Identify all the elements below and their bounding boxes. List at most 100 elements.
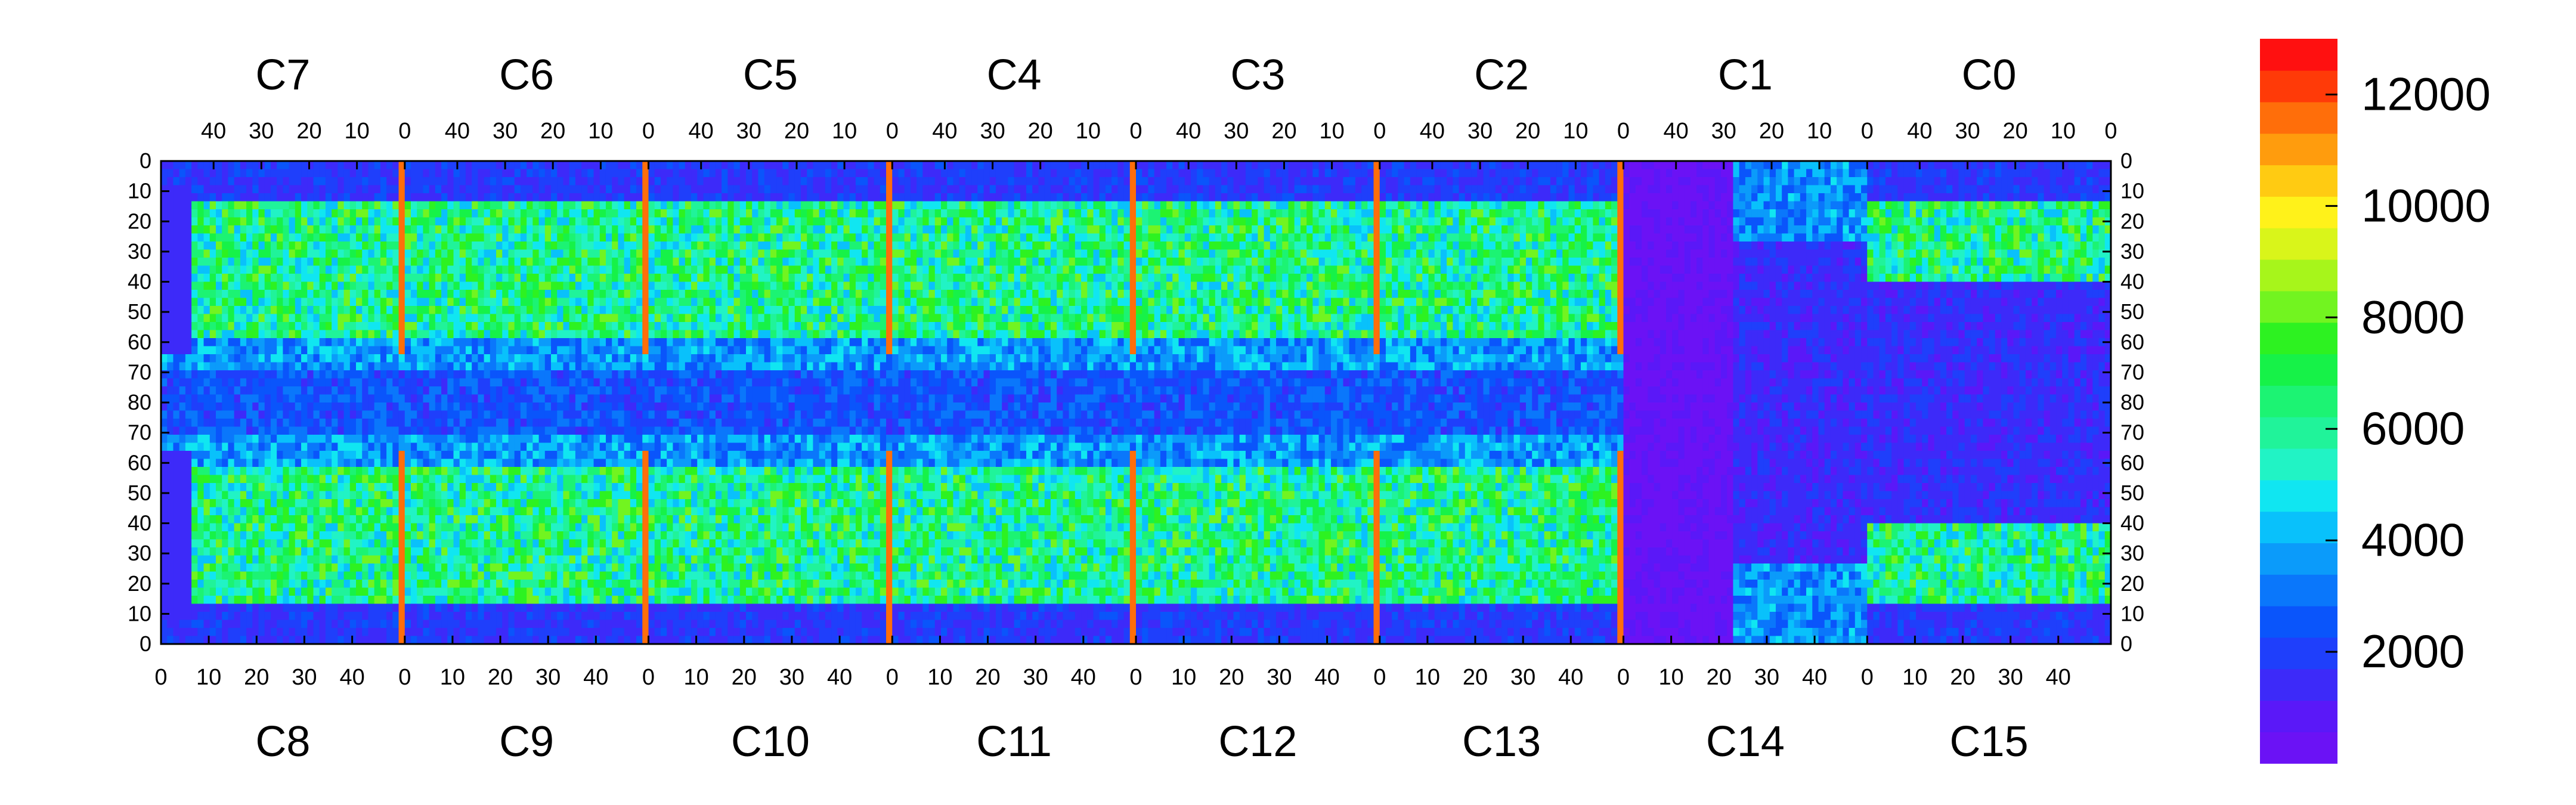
heatmap-cell bbox=[1599, 265, 1606, 274]
heatmap-cell bbox=[1568, 265, 1575, 274]
heatmap-cell bbox=[1014, 169, 1021, 178]
heatmap-cell bbox=[1837, 225, 1843, 234]
heatmap-cell bbox=[2086, 249, 2093, 258]
heatmap-cell bbox=[1818, 233, 1825, 242]
heatmap-cell bbox=[1654, 169, 1661, 178]
heatmap-cell bbox=[995, 177, 1002, 186]
heatmap-cell bbox=[989, 274, 996, 283]
heatmap-cell bbox=[886, 265, 893, 274]
heatmap-cell bbox=[289, 242, 296, 250]
heatmap-cell bbox=[1008, 233, 1015, 242]
heatmap-cell bbox=[1117, 225, 1125, 234]
heatmap-cell bbox=[1526, 177, 1532, 186]
heatmap-cell bbox=[1160, 193, 1167, 202]
heatmap-cell bbox=[1550, 177, 1557, 186]
heatmap-cell bbox=[465, 249, 472, 258]
heatmap-cell bbox=[1129, 225, 1137, 234]
heatmap-cell bbox=[886, 281, 893, 290]
heatmap-cell bbox=[673, 265, 680, 274]
heatmap-cell bbox=[203, 265, 210, 274]
heatmap-cell bbox=[1739, 161, 1746, 170]
heatmap-cell bbox=[1227, 265, 1234, 274]
heatmap-cell bbox=[1544, 177, 1551, 186]
heatmap-cell bbox=[995, 281, 1002, 290]
heatmap-cell bbox=[1897, 193, 1905, 202]
heatmap-cell bbox=[459, 209, 466, 218]
heatmap-cell bbox=[332, 217, 338, 226]
heatmap-cell bbox=[1209, 217, 1216, 226]
heatmap-cell bbox=[1696, 193, 1703, 202]
heatmap-cell bbox=[429, 225, 436, 234]
heatmap-cell bbox=[435, 185, 442, 194]
heatmap-cell bbox=[1422, 274, 1429, 283]
heatmap-cell bbox=[1885, 242, 1892, 250]
heatmap-cell bbox=[459, 177, 466, 186]
heatmap-cell bbox=[1623, 193, 1630, 202]
heatmap-cell bbox=[1678, 201, 1685, 210]
heatmap-cell bbox=[398, 169, 405, 178]
heatmap-cell bbox=[959, 185, 966, 194]
heatmap-cell bbox=[270, 161, 277, 170]
heatmap-cell bbox=[581, 185, 588, 194]
heatmap-cell bbox=[995, 185, 1002, 194]
heatmap-cell bbox=[733, 209, 741, 218]
heatmap-cell bbox=[514, 217, 521, 226]
heatmap-cell bbox=[1154, 281, 1161, 290]
heatmap-cell bbox=[1154, 193, 1161, 202]
heatmap-cell bbox=[1629, 258, 1636, 267]
heatmap-cell bbox=[569, 233, 576, 242]
heatmap-cell bbox=[1215, 161, 1222, 170]
heatmap-cell bbox=[1970, 249, 1977, 258]
heatmap-cell bbox=[1306, 225, 1313, 234]
heatmap-cell bbox=[2019, 177, 2026, 186]
heatmap-cell bbox=[185, 258, 192, 267]
heatmap-cell bbox=[544, 265, 552, 274]
heatmap-cell bbox=[660, 274, 667, 283]
heatmap-cell bbox=[447, 281, 454, 290]
heatmap-cell bbox=[289, 265, 296, 274]
heatmap-cell bbox=[1544, 258, 1551, 267]
heatmap-cell bbox=[380, 258, 387, 267]
heatmap-cell bbox=[989, 281, 996, 290]
heatmap-cell bbox=[1489, 249, 1496, 258]
heatmap-cell bbox=[1190, 185, 1197, 194]
heatmap-cell bbox=[338, 265, 345, 274]
heatmap-cell bbox=[1849, 233, 1856, 242]
heatmap-cell bbox=[2025, 169, 2032, 178]
heatmap-cell bbox=[258, 209, 265, 218]
heatmap-cell bbox=[289, 201, 296, 210]
heatmap-cell bbox=[947, 217, 954, 226]
heatmap-cell bbox=[1014, 177, 1021, 186]
heatmap-cell bbox=[1714, 265, 1722, 274]
heatmap-cell bbox=[1117, 281, 1125, 290]
heatmap-cell bbox=[581, 242, 588, 250]
heatmap-cell bbox=[1282, 185, 1289, 194]
heatmap-cell bbox=[538, 258, 546, 267]
heatmap-cell bbox=[1873, 274, 1880, 283]
heatmap-cell bbox=[1562, 217, 1569, 226]
heatmap-cell bbox=[1087, 242, 1094, 250]
heatmap-cell bbox=[770, 209, 777, 218]
heatmap-cell bbox=[1946, 249, 1953, 258]
heatmap-cell bbox=[648, 242, 655, 250]
heatmap-cell bbox=[746, 169, 753, 178]
heatmap-cell bbox=[423, 265, 430, 274]
heatmap-cell bbox=[1708, 161, 1716, 170]
heatmap-cell bbox=[1245, 209, 1252, 218]
heatmap-cell bbox=[1837, 161, 1843, 170]
heatmap-cell bbox=[800, 185, 807, 194]
heatmap-cell bbox=[435, 281, 442, 290]
heatmap-cell bbox=[1099, 169, 1106, 178]
heatmap-cell bbox=[971, 281, 978, 290]
heatmap-cell bbox=[1099, 274, 1106, 283]
heatmap-cell bbox=[849, 233, 856, 242]
heatmap-cell bbox=[1757, 193, 1764, 202]
heatmap-cell bbox=[1026, 177, 1033, 186]
heatmap-cell bbox=[941, 274, 948, 283]
heatmap-cell bbox=[794, 233, 801, 242]
heatmap-cell bbox=[667, 225, 673, 234]
heatmap-cell bbox=[1818, 193, 1825, 202]
heatmap-cell bbox=[1008, 177, 1015, 186]
heatmap-cell bbox=[1812, 217, 1819, 226]
heatmap-cell bbox=[1611, 217, 1618, 226]
